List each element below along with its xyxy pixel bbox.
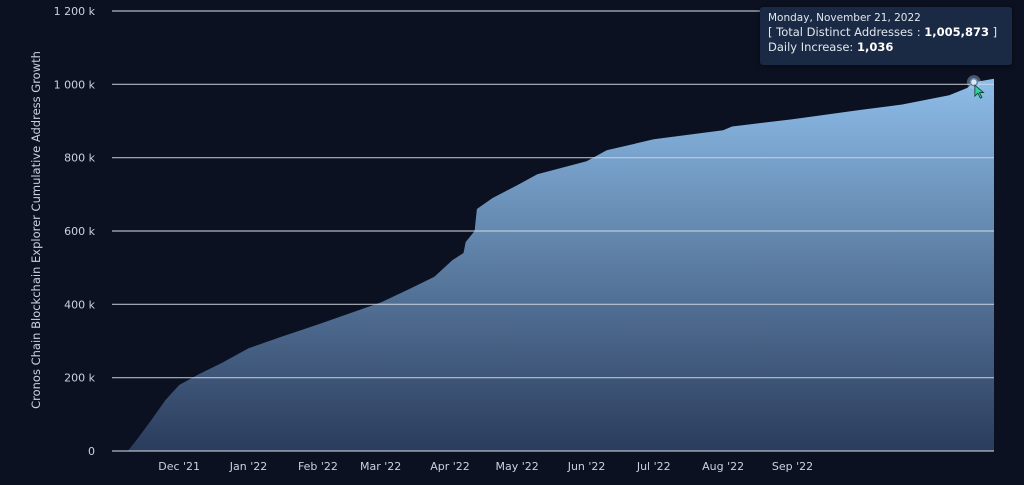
x-tick-label: Jun '22 xyxy=(567,460,606,473)
y-tick-label: 1 200 k xyxy=(54,5,96,18)
tooltip-increase-label: Daily Increase: xyxy=(768,40,854,54)
hover-point[interactable] xyxy=(969,77,979,87)
x-axis: Dec '21 Jan '22 Feb '22 Mar '22 Apr '22 May '… xyxy=(158,460,813,473)
data-tooltip: Monday, November 21, 2022 [ Total Distin… xyxy=(760,7,1012,65)
x-tick-label: Feb '22 xyxy=(298,460,338,473)
tooltip-total-suffix: ] xyxy=(992,25,998,39)
x-tick-label: Jan '22 xyxy=(229,460,267,473)
y-tick-label: 0 xyxy=(88,445,95,458)
x-tick-label: Mar '22 xyxy=(360,460,401,473)
mouse-cursor-icon xyxy=(974,84,985,99)
grid-layer xyxy=(112,10,994,452)
y-tick-label: 200 k xyxy=(64,372,95,385)
x-tick-label: May '22 xyxy=(496,460,539,473)
x-tick-label: Jul '22 xyxy=(636,460,671,473)
y-tick-label: 1 000 k xyxy=(54,78,96,91)
tooltip-total: [ Total Distinct Addresses : 1,005,873 ] xyxy=(768,25,1004,40)
series-area-0 xyxy=(127,78,994,452)
y-axis-label: Cronos Chain Blockchain Explorer Cumulat… xyxy=(29,51,43,409)
y-tick-label: 600 k xyxy=(64,225,95,238)
y-axis: 0 200 k 400 k 600 k 800 k 1 000 k 1 200 k xyxy=(54,5,96,458)
x-tick-label: Sep '22 xyxy=(772,460,813,473)
tooltip-increase-value: 1,036 xyxy=(856,40,894,54)
y-tick-label: 800 k xyxy=(64,152,95,165)
x-tick-label: Apr '22 xyxy=(430,460,470,473)
area-layer xyxy=(127,78,994,452)
y-tick-label: 400 k xyxy=(64,298,95,311)
hover-marker xyxy=(966,75,985,99)
tooltip-date: Monday, November 21, 2022 xyxy=(768,12,921,24)
tooltip-increase: Daily Increase: 1,036 xyxy=(768,40,1004,55)
x-tick-label: Aug '22 xyxy=(702,460,744,473)
x-tick-label: Dec '21 xyxy=(158,460,200,473)
tooltip-total-value: 1,005,873 xyxy=(924,25,989,39)
tooltip-total-label: [ Total Distinct Addresses : xyxy=(768,25,921,39)
